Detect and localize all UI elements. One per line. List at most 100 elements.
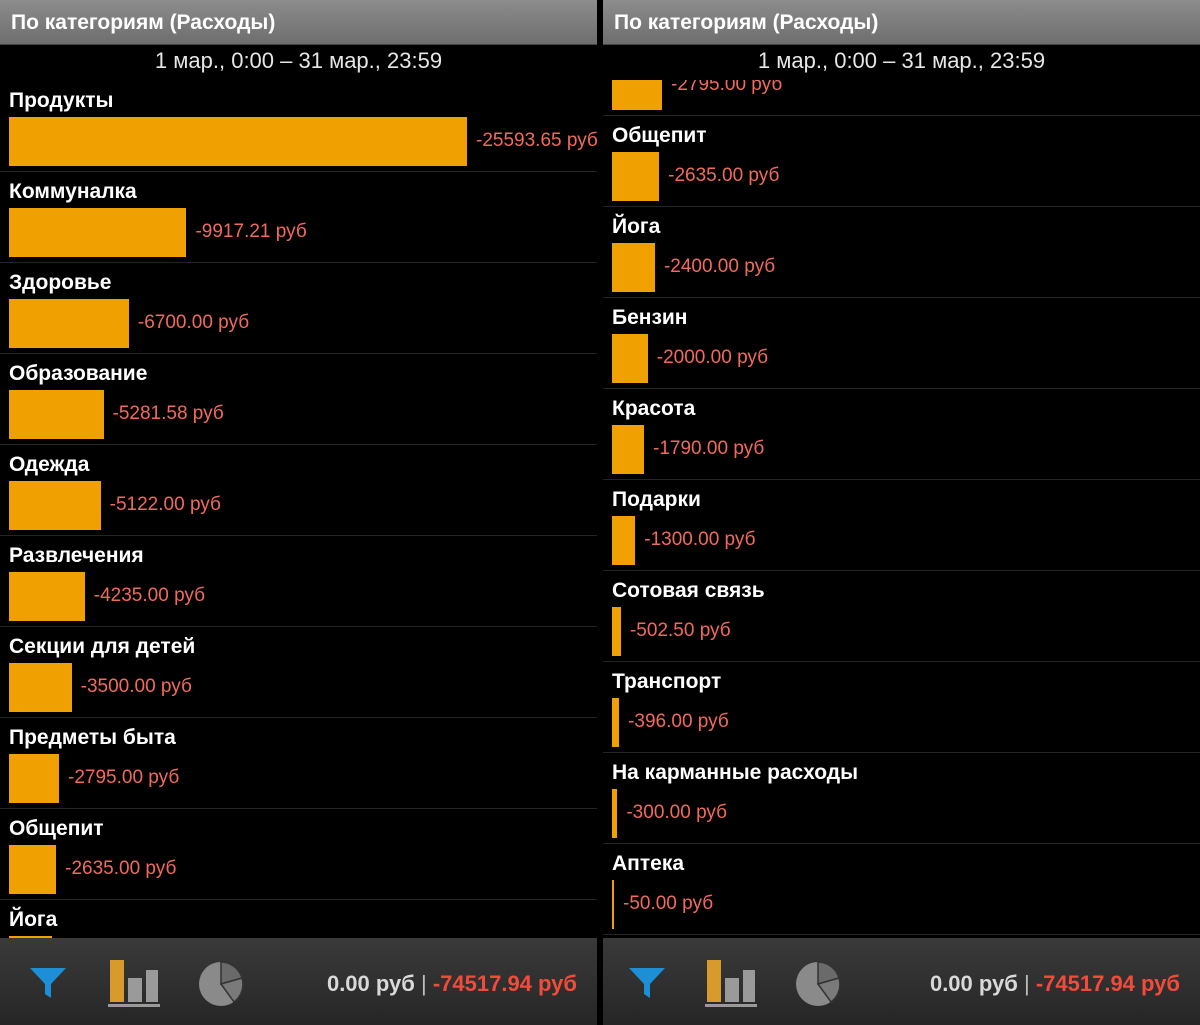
category-row[interactable]: Секции для детей -3500.00 руб [0, 626, 597, 718]
category-bar [612, 242, 655, 292]
category-amount: -300.00 руб [626, 801, 728, 823]
category-amount: -502.50 руб [629, 619, 731, 641]
category-bar [9, 754, 60, 803]
category-list[interactable]: Предметы быта-2795.00 руб Общепит -2635.00… [603, 80, 1200, 938]
category-row[interactable]: Йога-2400.00 руб [603, 206, 1200, 298]
category-row[interactable]: Красота -1790.00 руб [603, 388, 1200, 480]
pie-chart-icon[interactable] [793, 958, 843, 1008]
category-row[interactable]: Общепит -2635.00 руб [603, 115, 1200, 207]
category-name: Одежда [9, 453, 90, 476]
footer-bar: 0.00 руб | -74517.94 руб [603, 938, 1200, 1025]
category-row[interactable]: Образование -5281.58 руб [0, 353, 597, 445]
category-amount: -1300.00 руб [644, 528, 756, 550]
category-bar [9, 936, 52, 938]
category-row[interactable]: Транспорт -396.00 руб [603, 661, 1200, 753]
category-amount: -25593.65 руб [476, 130, 597, 151]
category-name: Коммуналка [9, 180, 137, 203]
date-range[interactable]: 1 мар., 0:00 – 31 мар., 23:59 [757, 48, 1046, 73]
category-row[interactable]: Предметы быта -2795.00 руб [0, 717, 597, 809]
category-name: Йога [612, 214, 661, 238]
category-bar [612, 424, 645, 474]
page-title: По категориям (Расходы) [614, 11, 879, 34]
totals: 0.00 руб | -74517.94 руб [327, 971, 577, 997]
category-name: Образование [9, 362, 148, 385]
category-bar [9, 481, 101, 530]
category-bar [9, 208, 187, 257]
category-amount: -5281.58 руб [112, 403, 224, 424]
category-bar [612, 151, 660, 201]
category-row[interactable]: Здоровье -6700.00 руб [0, 262, 597, 354]
screen-right: По категориям (Расходы) 1 мар., 0:00 – 3… [603, 0, 1200, 1025]
category-amount: -396.00 руб [628, 710, 729, 732]
category-name: Бензин [612, 305, 688, 329]
category-bar [612, 697, 620, 747]
category-row[interactable]: Предметы быта-2795.00 руб [603, 80, 1200, 116]
category-bar [612, 788, 618, 838]
expense-total: -74517.94 руб [1035, 971, 1180, 996]
category-amount: -2400.00 руб [663, 255, 776, 277]
category-name: Транспорт [612, 669, 722, 693]
category-row[interactable]: Развлечения -4235.00 руб [0, 535, 597, 627]
totals: 0.00 руб | -74517.94 руб [930, 971, 1180, 997]
income-total: 0.00 руб [929, 971, 1018, 996]
expense-total: -74517.94 руб [432, 971, 577, 996]
date-range[interactable]: 1 мар., 0:00 – 31 мар., 23:59 [154, 48, 443, 73]
category-amount: -9917.21 руб [195, 221, 307, 242]
category-row[interactable]: Аптека -50.00 руб [603, 843, 1200, 935]
category-row[interactable]: На карманные расходы -300.00 руб [603, 752, 1200, 844]
category-bar [612, 333, 648, 383]
category-name: Общепит [9, 817, 104, 840]
category-amount: -2795.00 руб [671, 80, 783, 95]
category-bar [9, 117, 467, 166]
category-name: Йога [9, 908, 58, 931]
category-name: Аптека [612, 851, 685, 875]
screen-left: По категориям (Расходы) 1 мар., 0:00 – 3… [0, 0, 597, 1025]
category-bar [9, 663, 72, 712]
category-amount: -2000.00 руб [656, 346, 769, 368]
category-name: На карманные расходы [612, 760, 859, 784]
category-row[interactable]: Общепит -2635.00 руб [0, 808, 597, 900]
category-amount: -3500.00 руб [80, 676, 192, 697]
category-amount: -2795.00 руб [68, 767, 180, 788]
category-bar [9, 845, 57, 894]
category-name: Здоровье [9, 271, 112, 294]
category-row[interactable]: Коммуналка -9917.21 руб [0, 171, 597, 263]
category-amount: -5122.00 руб [109, 494, 221, 515]
pie-chart-icon[interactable] [196, 958, 246, 1008]
category-row[interactable]: Подарки -1300.00 руб [603, 479, 1200, 571]
bar-chart-icon[interactable] [106, 956, 162, 1008]
category-bar [612, 80, 663, 110]
category-name: Развлечения [9, 544, 144, 567]
category-amount: -2635.00 руб [668, 164, 780, 186]
footer-bar: 0.00 руб | -74517.94 руб [0, 938, 597, 1025]
category-name: Предметы быта [9, 726, 176, 749]
filter-icon[interactable] [627, 964, 667, 1004]
category-name: Красота [612, 396, 696, 420]
category-bar [612, 879, 614, 929]
category-list[interactable]: Продукты -25593.65 руб Коммуналка -9917.21 … [0, 80, 597, 938]
category-name: Подарки [612, 487, 701, 511]
totals-separator: | [1023, 971, 1030, 996]
category-amount: -1790.00 руб [653, 437, 765, 459]
category-name: Продукты [9, 89, 114, 112]
category-bar [9, 390, 104, 439]
category-row[interactable]: Йога-2400.00 руб [0, 899, 597, 938]
category-row[interactable]: Одежда -5122.00 руб [0, 444, 597, 536]
bar-chart-icon[interactable] [703, 956, 759, 1008]
category-bar [612, 515, 636, 565]
title-bar: По категориям (Расходы) [603, 0, 1200, 45]
category-row[interactable]: Сотовая связь -502.50 руб [603, 570, 1200, 662]
category-bar [9, 572, 85, 621]
category-bar [612, 606, 621, 656]
income-total: 0.00 руб [326, 971, 415, 996]
category-amount: -2635.00 руб [65, 858, 177, 879]
category-row[interactable]: Бензин -2000.00 руб [603, 297, 1200, 389]
title-bar: По категориям (Расходы) [0, 0, 597, 45]
category-row[interactable]: Продукты -25593.65 руб [0, 80, 597, 172]
totals-separator: | [420, 971, 427, 996]
category-name: Общепит [612, 123, 707, 147]
category-name: Секции для детей [9, 635, 196, 658]
category-amount: -50.00 руб [623, 892, 714, 914]
filter-icon[interactable] [28, 964, 68, 1004]
